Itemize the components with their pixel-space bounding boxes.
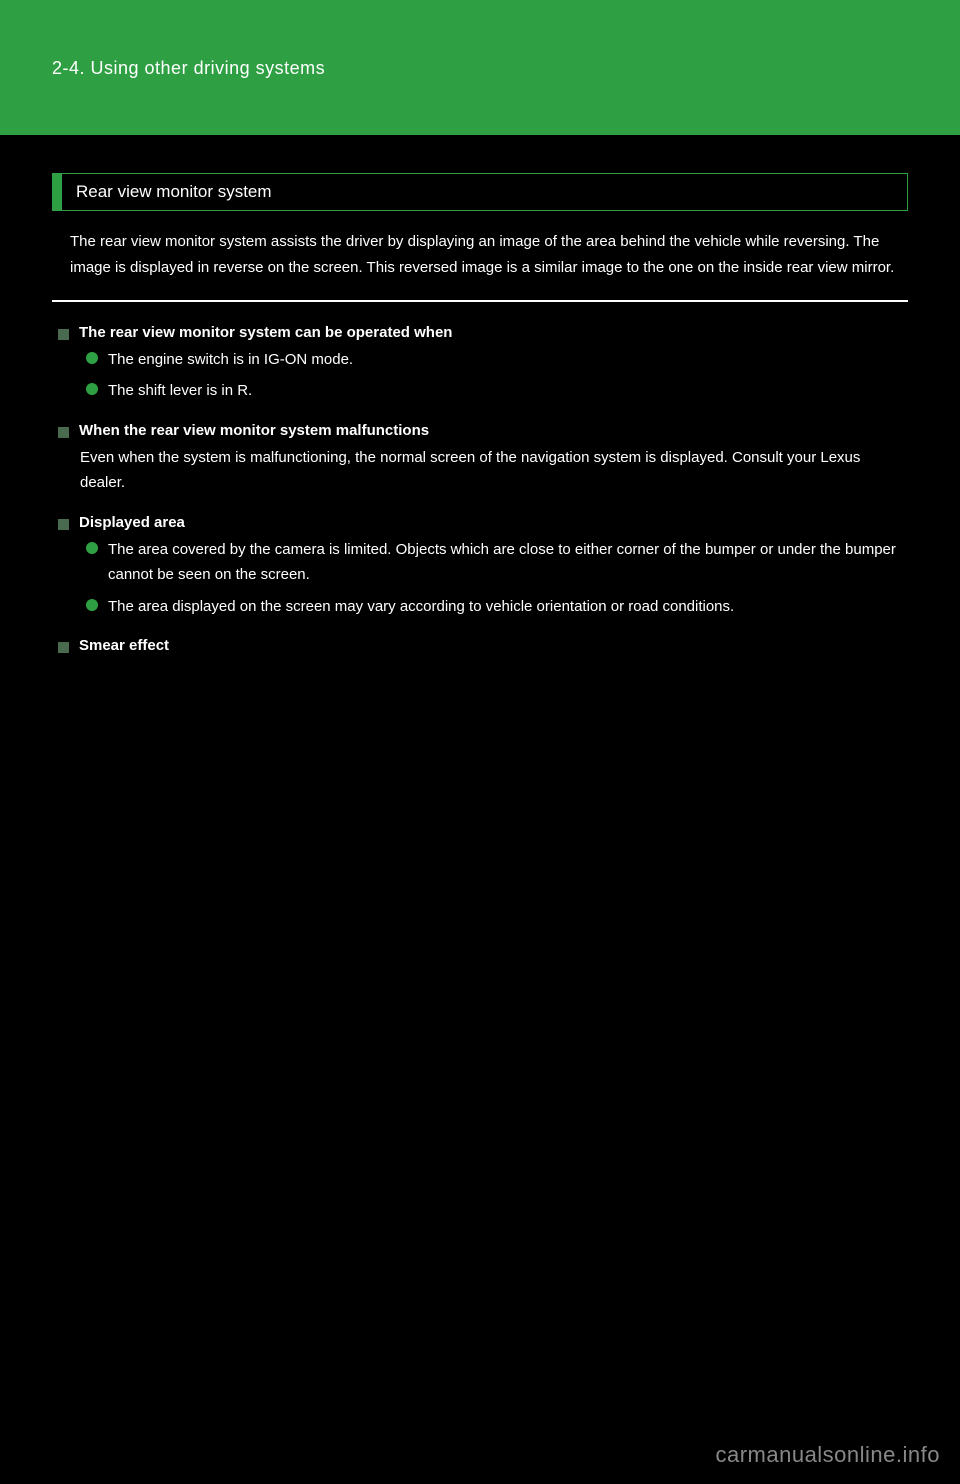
section-heading: The rear view monitor system can be oper…: [58, 324, 908, 341]
page-header: 2-4. Using other driving systems: [0, 0, 960, 135]
circle-bullet-icon: [86, 599, 98, 611]
section-heading-text: When the rear view monitor system malfun…: [79, 422, 429, 439]
circle-bullet-icon: [86, 383, 98, 395]
square-bullet-icon: [58, 427, 69, 438]
square-bullet-icon: [58, 642, 69, 653]
divider: [52, 300, 908, 302]
feature-title-box: Rear view monitor system: [52, 173, 908, 211]
list-item: The engine switch is in IG-ON mode.: [86, 347, 908, 373]
section-paragraph: Even when the system is malfunctioning, …: [80, 445, 908, 496]
list-item: The area displayed on the screen may var…: [86, 594, 908, 620]
list-item: The shift lever is in R.: [86, 378, 908, 404]
list-item: The area covered by the camera is limite…: [86, 537, 908, 588]
feature-title: Rear view monitor system: [76, 182, 893, 202]
square-bullet-icon: [58, 519, 69, 530]
section-heading: Smear effect: [58, 637, 908, 654]
circle-bullet-icon: [86, 542, 98, 554]
info-section-malfunction: When the rear view monitor system malfun…: [58, 422, 908, 496]
info-section-displayed-area: Displayed area The area covered by the c…: [58, 514, 908, 620]
section-heading-text: The rear view monitor system can be oper…: [79, 324, 452, 341]
info-section-operation: The rear view monitor system can be oper…: [58, 324, 908, 404]
section-heading: Displayed area: [58, 514, 908, 531]
info-section-smear: Smear effect: [58, 637, 908, 654]
circle-bullet-icon: [86, 352, 98, 364]
section-marker: 2-4. Using other driving systems: [52, 58, 960, 79]
list-item-text: The area covered by the camera is limite…: [108, 537, 908, 588]
list-item-text: The area displayed on the screen may var…: [108, 594, 734, 620]
section-heading-text: Smear effect: [79, 637, 169, 654]
section-heading: When the rear view monitor system malfun…: [58, 422, 908, 439]
square-bullet-icon: [58, 329, 69, 340]
section-heading-text: Displayed area: [79, 514, 185, 531]
list-item-text: The shift lever is in R.: [108, 378, 252, 404]
page-content: Rear view monitor system The rear view m…: [0, 135, 960, 654]
watermark: carmanualsonline.info: [715, 1442, 940, 1468]
feature-description: The rear view monitor system assists the…: [52, 229, 908, 282]
list-item-text: The engine switch is in IG-ON mode.: [108, 347, 353, 373]
